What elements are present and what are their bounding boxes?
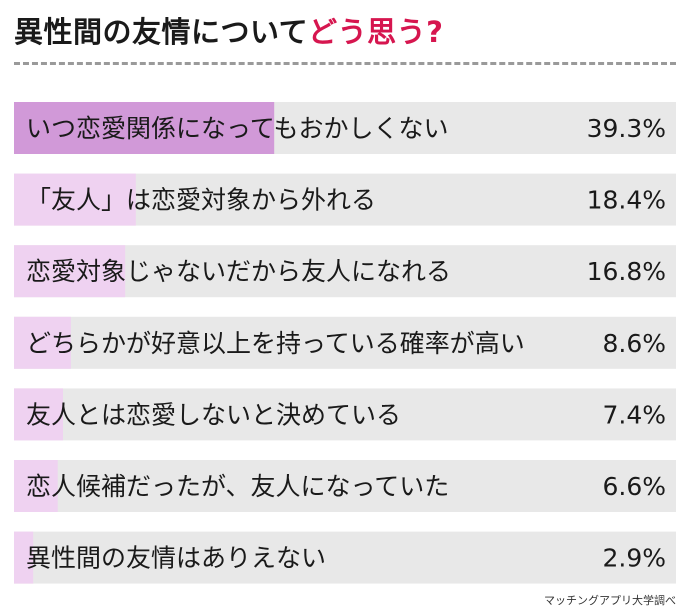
bar	[14, 531, 34, 584]
category-label: 友人とは恋愛しないと決めている	[26, 400, 401, 429]
bar-track	[14, 316, 676, 369]
category-label: いつ恋愛関係になってもおかしくない	[26, 114, 449, 143]
bar	[14, 173, 136, 226]
source-note: マッチングアプリ大学調べ	[544, 594, 676, 607]
value-label: 2.9%	[602, 544, 666, 573]
chart-title: 異性間の友情についてどう思う?	[14, 10, 443, 54]
category-label: 異性間の友情はありえない	[26, 544, 326, 573]
dashed-divider	[14, 62, 676, 65]
bar	[14, 316, 71, 369]
category-label: 恋愛対象じゃないだから友人になれる	[26, 257, 451, 286]
value-label: 8.6%	[602, 329, 666, 358]
category-label: 恋人候補だったが、友人になっていた	[26, 472, 449, 501]
bar-track	[14, 460, 676, 512]
bar	[14, 245, 126, 298]
title-accent: どう思う?	[308, 15, 444, 49]
bar-track	[14, 388, 676, 441]
bar	[14, 388, 63, 441]
value-label: 16.8%	[587, 257, 666, 286]
bar-track	[14, 531, 676, 584]
value-label: 7.4%	[602, 400, 666, 429]
value-label: 6.6%	[602, 472, 666, 501]
title-main: 異性間の友情について	[14, 15, 309, 49]
bar	[14, 460, 58, 512]
value-label: 18.4%	[587, 186, 666, 215]
bar	[14, 102, 275, 154]
value-label: 39.3%	[587, 114, 666, 143]
category-label: 「友人」は恋愛対象から外れる	[26, 186, 376, 215]
category-label: どちらかが好意以上を持っている確率が高い	[26, 329, 525, 358]
